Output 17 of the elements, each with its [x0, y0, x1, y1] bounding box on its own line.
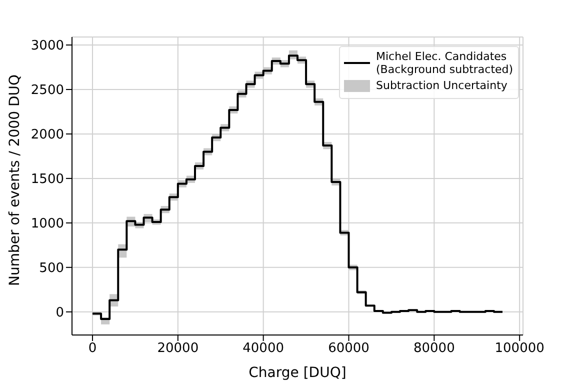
legend-label: Michel Elec. Candidates (Background subtracted)	[376, 50, 514, 76]
y-tick-label: 0	[56, 305, 64, 320]
y-tick-label: 2500	[30, 83, 64, 98]
x-tick-label: 20000	[157, 341, 199, 356]
annotation: Subtraction Uncertainty	[376, 79, 508, 92]
x-tick-label: 0	[88, 341, 97, 356]
y-tick-label: 500	[39, 261, 64, 276]
x-axis-title: Charge [DUQ]	[248, 365, 346, 381]
x-tick-label: 40000	[242, 341, 284, 356]
y-tick-label: 3000	[30, 38, 64, 54]
y-tick-label: 1500	[30, 172, 64, 188]
x-tick-label: 60000	[328, 341, 370, 356]
y-axis-title: Number of events / 2000 DUQ	[6, 74, 23, 286]
x-tick-label: 100000	[494, 341, 544, 356]
y-tick-label: 1000	[30, 216, 64, 232]
x-tick-label: 80000	[413, 341, 455, 356]
y-tick-label: 2000	[30, 128, 64, 143]
